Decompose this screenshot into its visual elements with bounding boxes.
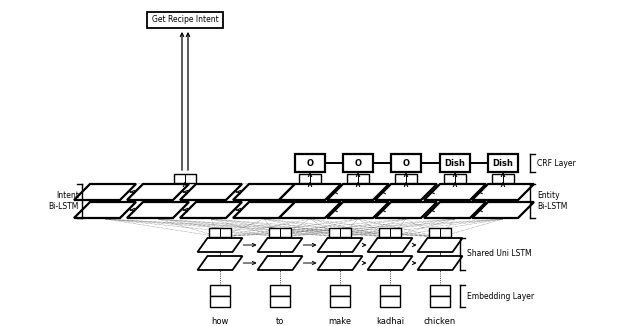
Polygon shape [233,184,295,200]
Text: kadhai: kadhai [376,317,404,326]
Polygon shape [279,202,341,218]
Polygon shape [127,184,189,200]
Polygon shape [375,202,437,218]
Bar [329,228,351,237]
Bar [380,285,400,295]
Text: to: to [276,317,284,326]
Bar [492,174,514,183]
Text: O: O [307,158,314,168]
Bar [429,228,451,237]
Bar [391,154,421,172]
Polygon shape [375,184,437,200]
Text: Dish: Dish [445,158,465,168]
Text: O: O [403,158,410,168]
Polygon shape [367,238,413,252]
Bar [444,174,466,183]
Polygon shape [198,238,243,252]
Polygon shape [180,184,242,200]
Bar [440,154,470,172]
Bar [174,174,196,183]
Text: make: make [328,317,351,326]
Bar [395,174,417,183]
Polygon shape [74,184,136,200]
Text: O: O [355,158,362,168]
Polygon shape [257,238,303,252]
Polygon shape [327,202,389,218]
Polygon shape [127,202,189,218]
Text: Get Recipe Intent: Get Recipe Intent [152,16,218,24]
Polygon shape [417,238,463,252]
Polygon shape [198,256,243,270]
Text: Intent
Bi-LSTM: Intent Bi-LSTM [49,191,79,211]
Polygon shape [233,202,295,218]
Bar [270,285,290,295]
Bar [330,296,350,306]
Text: Shared Uni LSTM: Shared Uni LSTM [467,249,532,259]
Polygon shape [74,202,136,218]
Bar [210,296,230,306]
Bar [295,154,325,172]
Bar [488,154,518,172]
Bar [379,228,401,237]
Bar [270,296,290,306]
Text: chicken: chicken [424,317,456,326]
Bar [209,228,231,237]
Bar [430,296,450,306]
Bar [210,285,230,295]
Bar [299,174,321,183]
Text: Dish: Dish [493,158,513,168]
Polygon shape [317,256,362,270]
Bar [330,285,350,295]
Polygon shape [424,202,486,218]
Polygon shape [424,184,486,200]
Polygon shape [417,256,463,270]
Polygon shape [472,202,534,218]
Polygon shape [180,202,242,218]
Bar [343,154,373,172]
Bar [347,174,369,183]
Text: how: how [211,317,228,326]
Bar [147,12,223,28]
Bar [380,296,400,306]
Text: Entity
Bi-LSTM: Entity Bi-LSTM [537,191,568,211]
Bar [269,228,291,237]
Text: CRF Layer: CRF Layer [537,158,576,168]
Polygon shape [327,184,389,200]
Polygon shape [367,256,413,270]
Polygon shape [257,256,303,270]
Polygon shape [279,184,341,200]
Polygon shape [317,238,362,252]
Polygon shape [472,184,534,200]
Bar [430,285,450,295]
Text: Embedding Layer: Embedding Layer [467,292,534,301]
